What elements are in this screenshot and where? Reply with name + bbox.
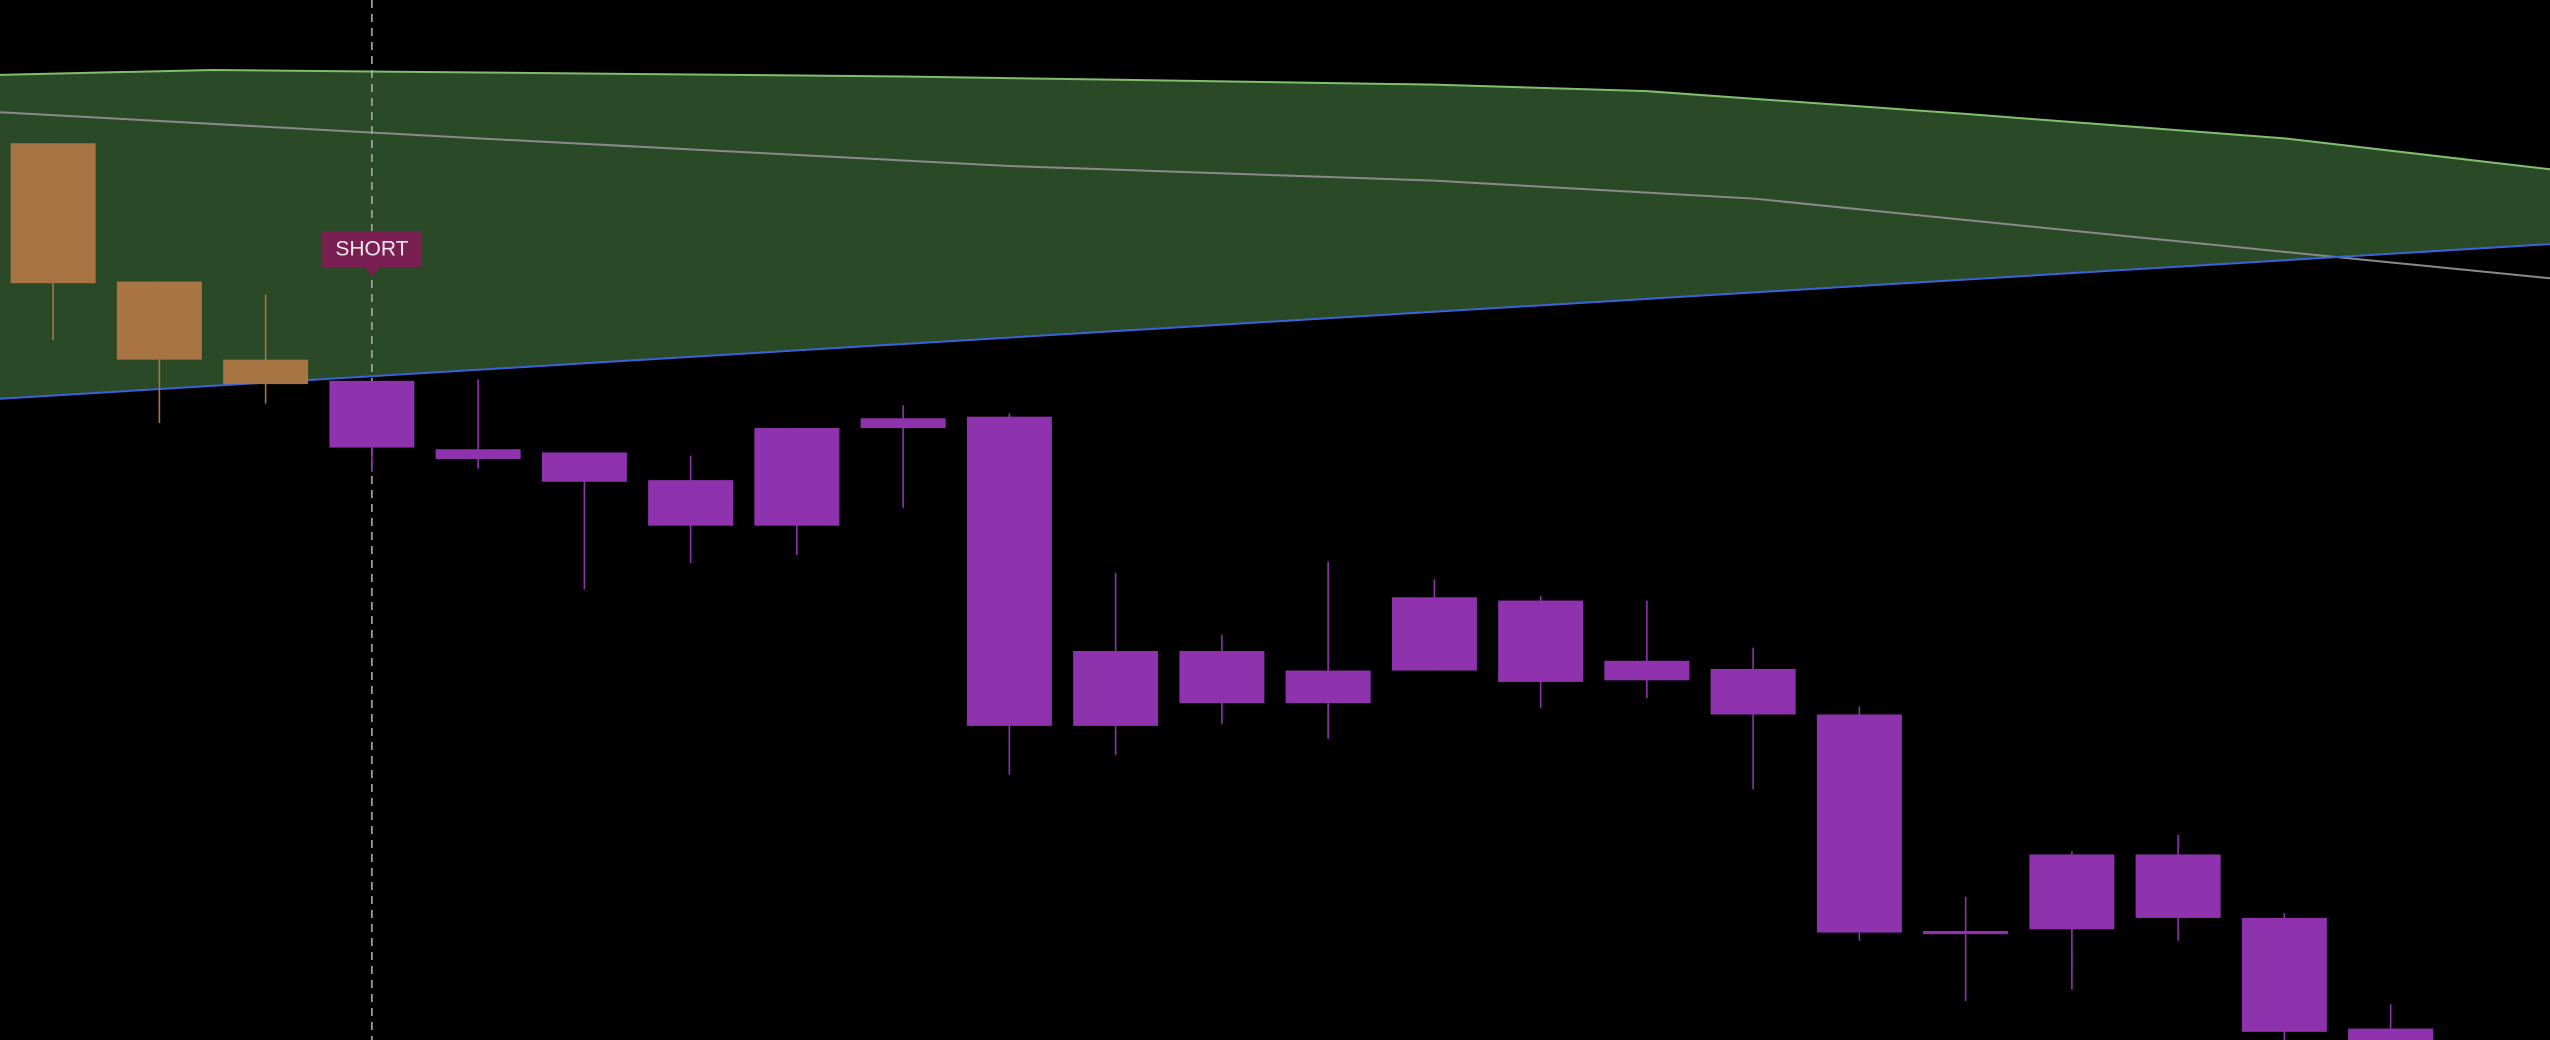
candle-body — [1073, 651, 1159, 726]
candle-body — [1604, 660, 1690, 681]
signal-text: SHORT — [335, 238, 408, 261]
candle-body — [1285, 670, 1371, 704]
candle-body — [2029, 854, 2115, 930]
candle-body — [2241, 917, 2327, 1032]
candle-body — [966, 416, 1052, 726]
candle-body — [1498, 600, 1584, 682]
candle-body — [2135, 854, 2221, 918]
candle-body — [223, 359, 309, 385]
candle-body — [2348, 1028, 2434, 1040]
signal-label: SHORT — [321, 231, 422, 276]
mid-line — [0, 111, 2550, 280]
candle-body — [754, 428, 840, 526]
candle-body — [860, 418, 946, 429]
band-fill — [0, 69, 2550, 399]
candle-body — [329, 380, 415, 448]
candle-body — [541, 452, 627, 482]
candle-body — [435, 449, 521, 459]
candle-body — [1391, 597, 1477, 671]
candle-body — [1179, 651, 1265, 704]
candle-body — [116, 281, 202, 360]
candle-body — [648, 480, 734, 526]
signal-box — [321, 231, 422, 267]
candle-body — [1710, 668, 1796, 715]
upper-band — [0, 68, 2550, 171]
candle-body — [1923, 930, 2009, 935]
candle-body — [1816, 714, 1902, 933]
lower-band — [0, 243, 2550, 400]
signal-pointer — [363, 267, 380, 276]
candle-body — [10, 143, 96, 284]
